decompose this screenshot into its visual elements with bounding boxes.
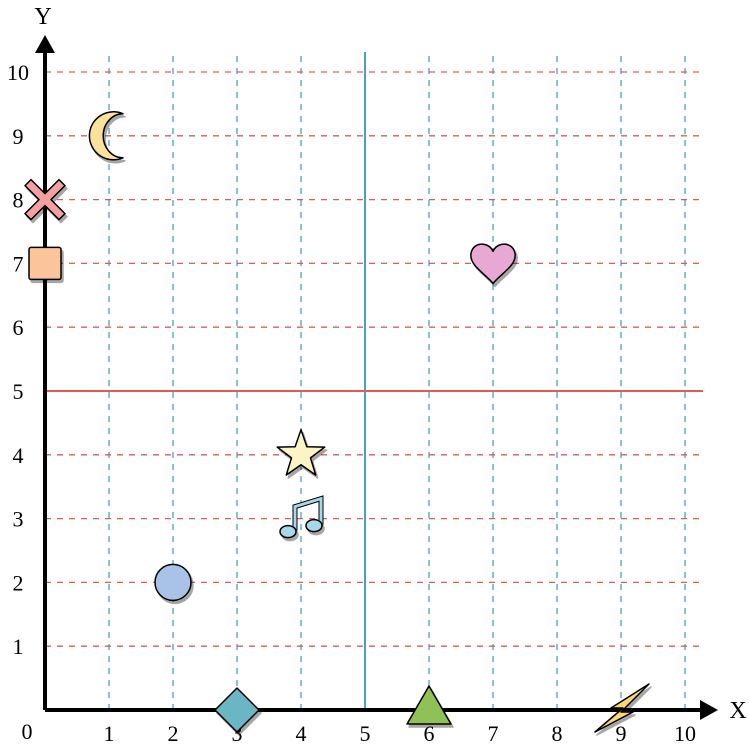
circle-icon xyxy=(154,563,192,602)
x-tick-label: 6 xyxy=(424,721,435,746)
y-tick-label: 4 xyxy=(13,443,24,468)
y-axis-label: Y xyxy=(34,4,51,30)
y-tick-label: 1 xyxy=(13,634,24,659)
x-axis-label: X xyxy=(729,698,746,724)
reference-lines xyxy=(45,52,703,710)
y-tick-label: 3 xyxy=(13,507,24,532)
triangle-icon xyxy=(406,685,452,725)
star-icon xyxy=(276,429,326,476)
square-icon xyxy=(28,246,62,281)
music-note-head xyxy=(305,518,323,533)
x-tick-label: 10 xyxy=(674,721,696,746)
y-tick-label: 9 xyxy=(13,124,24,149)
y-tick-label: 2 xyxy=(13,570,24,595)
x-tick-label: 1 xyxy=(104,721,115,746)
moon-icon xyxy=(88,111,124,161)
origin-label: 0 xyxy=(22,719,33,744)
x-tick-label: 2 xyxy=(168,721,179,746)
data-points xyxy=(24,111,650,733)
x-tick-label: 5 xyxy=(360,721,371,746)
music-note-icon xyxy=(279,495,324,539)
axes xyxy=(35,35,718,720)
x-tick-label: 3 xyxy=(232,721,243,746)
tick-labels: X Y 0 1 2 3 4 5 6 7 8 9 10 1 2 3 4 5 6 7 8 9 10 xyxy=(7,4,747,746)
x-tick-label: 7 xyxy=(488,721,499,746)
heart-icon xyxy=(470,243,516,285)
music-note-head xyxy=(279,524,297,539)
y-tick-label: 8 xyxy=(13,188,24,213)
x-tick-label: 4 xyxy=(296,721,307,746)
y-axis-arrow xyxy=(35,35,55,53)
y-tick-label: 5 xyxy=(13,379,24,404)
x-tick-label: 8 xyxy=(552,721,563,746)
grid xyxy=(45,52,700,710)
y-tick-label: 6 xyxy=(13,315,24,340)
y-tick-label: 7 xyxy=(13,251,24,276)
music-note-stem-fill xyxy=(293,496,323,531)
x-axis-arrow xyxy=(700,700,718,720)
x-tick-label: 9 xyxy=(616,721,627,746)
lightning-icon xyxy=(594,683,650,733)
diamond-icon xyxy=(214,687,260,733)
y-tick-label: 10 xyxy=(7,60,29,85)
cross-icon xyxy=(24,178,66,221)
